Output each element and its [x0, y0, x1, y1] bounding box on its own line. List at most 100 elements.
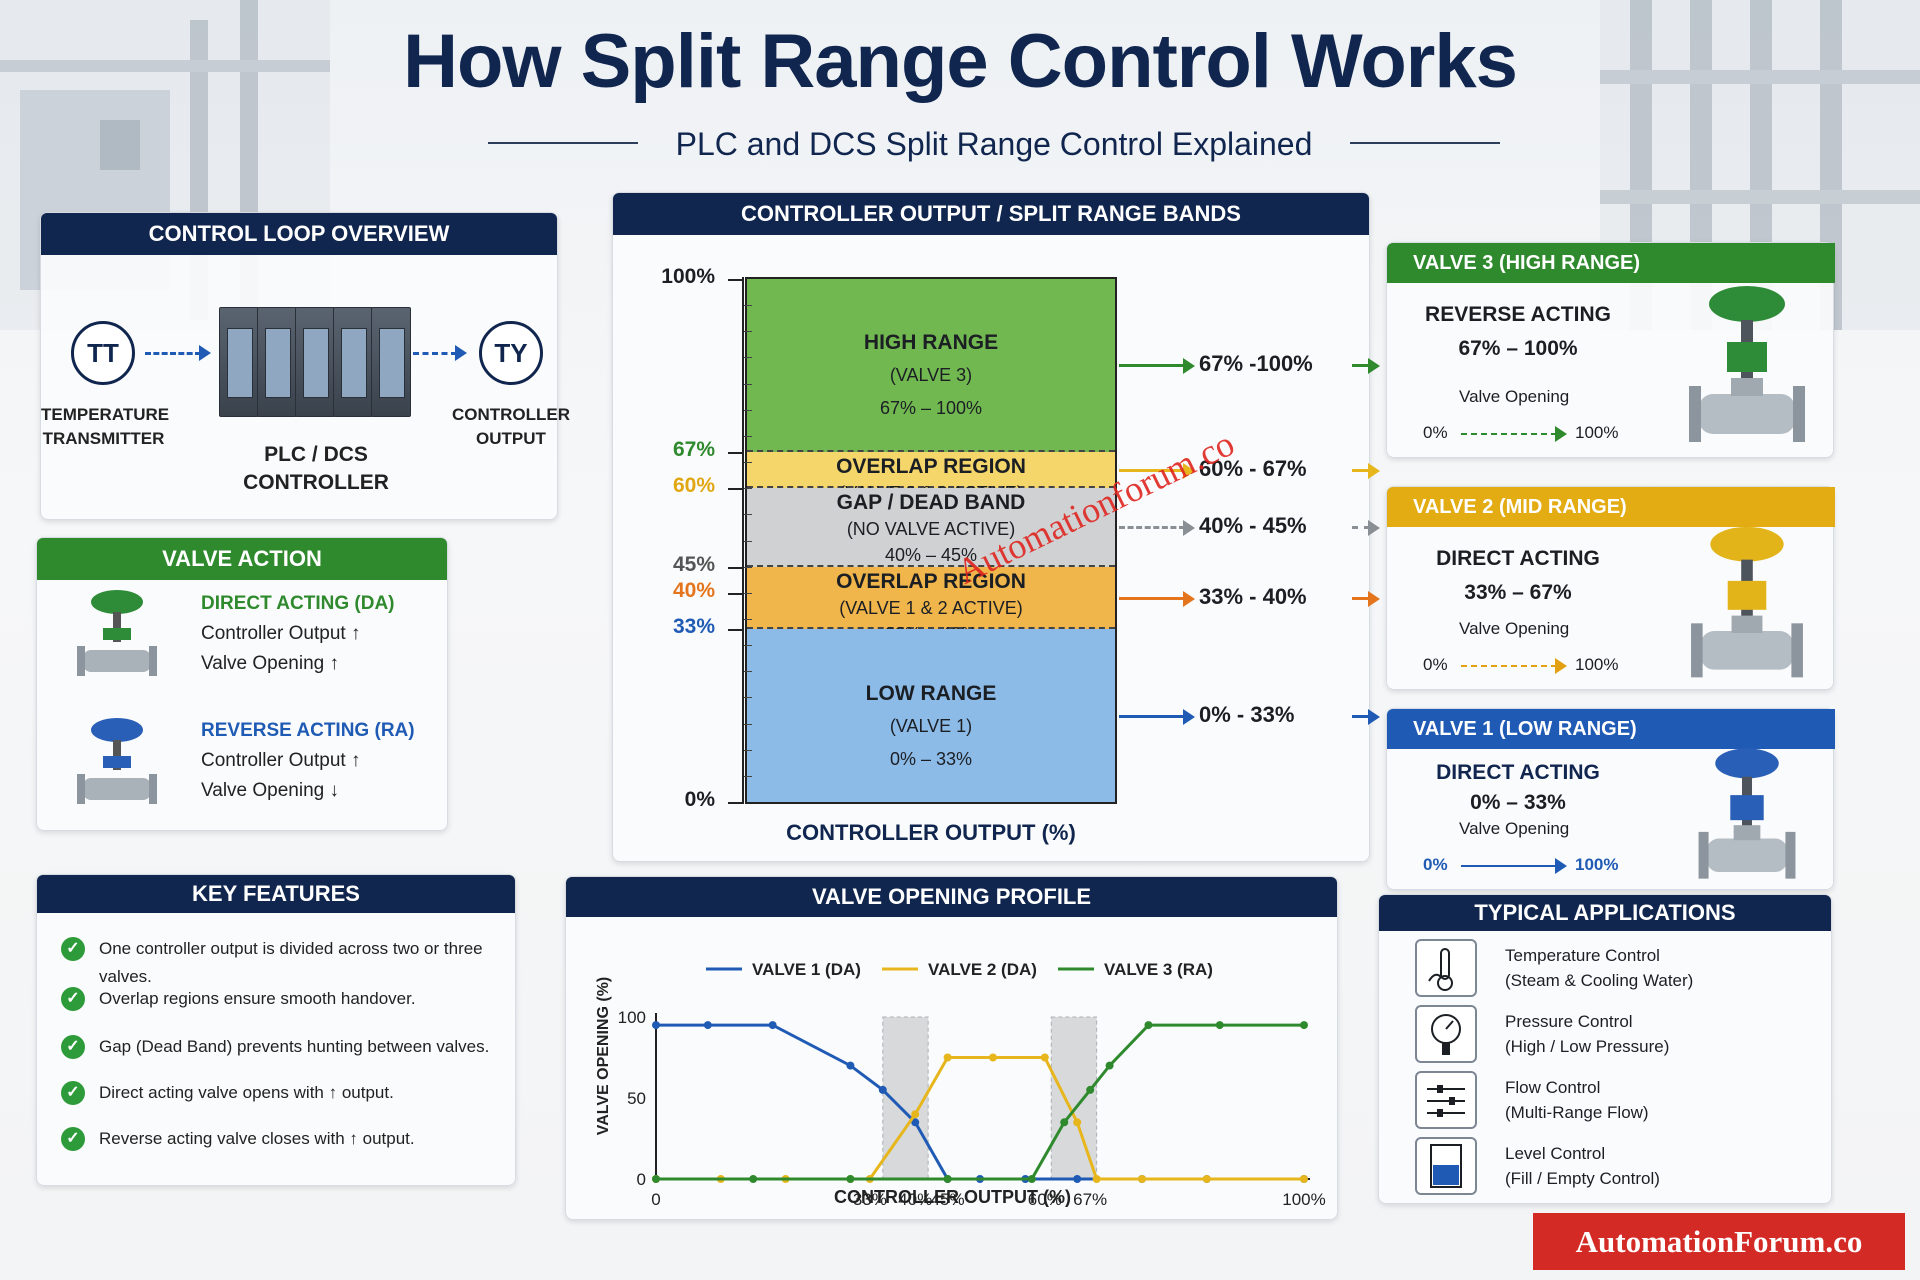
tt-caption-line1: TEMPERATURE — [41, 405, 170, 424]
app-subtitle: (High / Low Pressure) — [1505, 1037, 1670, 1056]
valve-card-arrow — [1461, 433, 1557, 435]
series-line — [656, 1023, 1304, 1181]
key-features-heading: KEY FEATURES — [37, 875, 515, 913]
brand-badge[interactable]: AutomationForum.co — [1533, 1213, 1905, 1270]
band-minor-tick — [744, 514, 752, 516]
series-point — [1060, 1118, 1069, 1127]
split-range-heading: CONTROLLER OUTPUT / SPLIT RANGE BANDS — [613, 193, 1369, 235]
applications-heading: TYPICAL APPLICATIONS — [1379, 895, 1831, 931]
band-tick-label: 40% — [672, 578, 715, 602]
series-point — [846, 1061, 855, 1070]
x-tick-label: 100% — [1282, 1190, 1325, 1209]
band-minor-tick — [744, 409, 752, 411]
key-features-panel: KEY FEATURES ✓ One controller output is d… — [36, 874, 516, 1186]
band-arrow — [1119, 526, 1185, 530]
band-minor-tick — [744, 645, 752, 647]
valve-card-arrowhead — [1555, 658, 1567, 674]
band-arrowhead — [1368, 520, 1380, 537]
y-tick-label: 0 — [637, 1170, 646, 1189]
band-minor-tick — [744, 435, 752, 437]
y-tick-label: 100 — [618, 1008, 646, 1027]
feature-text: Gap (Dead Band) prevents hunting between… — [99, 1037, 490, 1056]
band-arrow-tail — [1352, 714, 1370, 718]
series-point — [749, 1175, 758, 1183]
band-region: HIGH RANGE (VALVE 3) 67% – 100% — [747, 279, 1115, 452]
band-minor-tick — [744, 305, 752, 307]
app-title: Temperature Control — [1505, 946, 1660, 965]
app-title: Pressure Control — [1505, 1012, 1633, 1031]
x-tick-label: 60% — [1028, 1190, 1062, 1209]
ra-title: REVERSE ACTING (RA) — [201, 720, 415, 741]
valve-card-to: 100% — [1575, 655, 1619, 674]
tt-caption: TEMPERATURE TRANSMITTER — [41, 403, 170, 451]
series-point — [1215, 1021, 1224, 1030]
band-arrow-tail — [1352, 468, 1370, 472]
series-line — [656, 1023, 1304, 1181]
valve-card-arrowhead — [1555, 858, 1567, 874]
feature-text: One controller output is divided across … — [99, 939, 483, 986]
series-point — [943, 1053, 952, 1062]
band-chart: HIGH RANGE (VALVE 3) 67% – 100% OVERLAP REG… — [745, 277, 1117, 804]
legend-label: VALVE 3 (RA) — [1104, 960, 1213, 979]
band-minor-tick — [744, 697, 752, 699]
x-tick-label: 0 — [651, 1190, 660, 1209]
series-point — [703, 1021, 712, 1030]
tt-to-plc-arrowhead — [199, 345, 211, 361]
band-arrow — [1119, 714, 1185, 718]
ty-caption: CONTROLLER OUTPUT — [449, 403, 573, 451]
band-arrow — [1119, 364, 1185, 368]
band-arrow-label: 33% - 40% — [1199, 584, 1307, 610]
band-arrow-tail — [1352, 597, 1370, 601]
app-item-temperature: Temperature Control (Steam & Cooling Wat… — [1505, 943, 1693, 993]
band-minor-tick — [744, 331, 752, 333]
valve-card-arrowhead — [1555, 426, 1567, 442]
valve-card: VALVE 2 (MID RANGE) DIRECT ACTING 33% – 67… — [1386, 486, 1835, 690]
valve-card: VALVE 1 (LOW RANGE) DIRECT ACTING 0% – 33%… — [1386, 708, 1835, 890]
band-minor-tick — [744, 749, 752, 751]
band-label-l3: 40% – 45% — [884, 545, 978, 566]
ra-line2: Valve Opening ↓ — [201, 780, 340, 801]
band-tick-mark — [728, 629, 744, 632]
band-arrowhead — [1183, 358, 1195, 375]
green-valve-icon — [77, 590, 157, 676]
x-tick-label: 67% — [1073, 1190, 1107, 1209]
band-arrow-tail — [1352, 364, 1370, 368]
series-point — [911, 1110, 920, 1119]
band-arrow-label: 67% -100% — [1199, 351, 1313, 377]
check-icon: ✓ — [61, 1127, 85, 1151]
app-item-flow: Flow Control (Multi-Range Flow) — [1505, 1075, 1649, 1125]
series-point — [1027, 1175, 1036, 1183]
series-point — [943, 1175, 952, 1183]
valve-card-heading: VALVE 1 (LOW RANGE) — [1387, 709, 1835, 749]
valve-action-heading: VALVE ACTION — [37, 538, 447, 580]
band-arrowhead — [1368, 708, 1380, 725]
band-tick-mark — [728, 488, 744, 491]
app-subtitle: (Multi-Range Flow) — [1505, 1103, 1649, 1122]
band-tick-mark — [728, 566, 744, 569]
band-tick-label: 0% — [684, 788, 715, 811]
band-minor-tick — [744, 383, 752, 385]
band-region: GAP / DEAD BAND (NO VALVE ACTIVE) 40% – 45… — [747, 488, 1115, 567]
band-minor-tick — [744, 618, 752, 620]
profile-heading: VALVE OPENING PROFILE — [566, 877, 1337, 917]
valve-card-action: REVERSE ACTING — [1425, 303, 1611, 326]
y-tick-label: 50 — [627, 1089, 646, 1108]
band-label-l1: LOW RANGE — [865, 681, 997, 705]
subtitle-rule-right — [1350, 142, 1500, 144]
band-label-l3: 0% – 33% — [889, 748, 973, 769]
series-point — [1086, 1085, 1095, 1094]
x-tick-label: 45% — [931, 1190, 965, 1209]
tt-caption-line2: TRANSMITTER — [42, 429, 165, 448]
band-label-l1: GAP / DEAD BAND — [836, 491, 1026, 515]
series-point — [1300, 1175, 1308, 1183]
legend-label: VALVE 2 (DA) — [928, 960, 1037, 979]
band-arrowhead — [1183, 591, 1195, 608]
plc-caption-line1: PLC / DCS — [264, 443, 368, 466]
series-point — [911, 1118, 920, 1127]
feature-item: ✓ Gap (Dead Band) prevents hunting betwee… — [61, 1033, 489, 1061]
band-region: LOW RANGE (VALVE 1) 0% – 33% — [747, 629, 1115, 802]
band-arrowhead — [1183, 708, 1195, 725]
band-minor-tick — [744, 462, 752, 464]
band-region: OVERLAP REGION(VALVE 2 & 3 ACTIVE)60% – … — [747, 451, 1115, 529]
profile-panel: VALVE OPENING PROFILE 0 50 100 0 33% 40% 45% 60… — [565, 876, 1338, 1220]
